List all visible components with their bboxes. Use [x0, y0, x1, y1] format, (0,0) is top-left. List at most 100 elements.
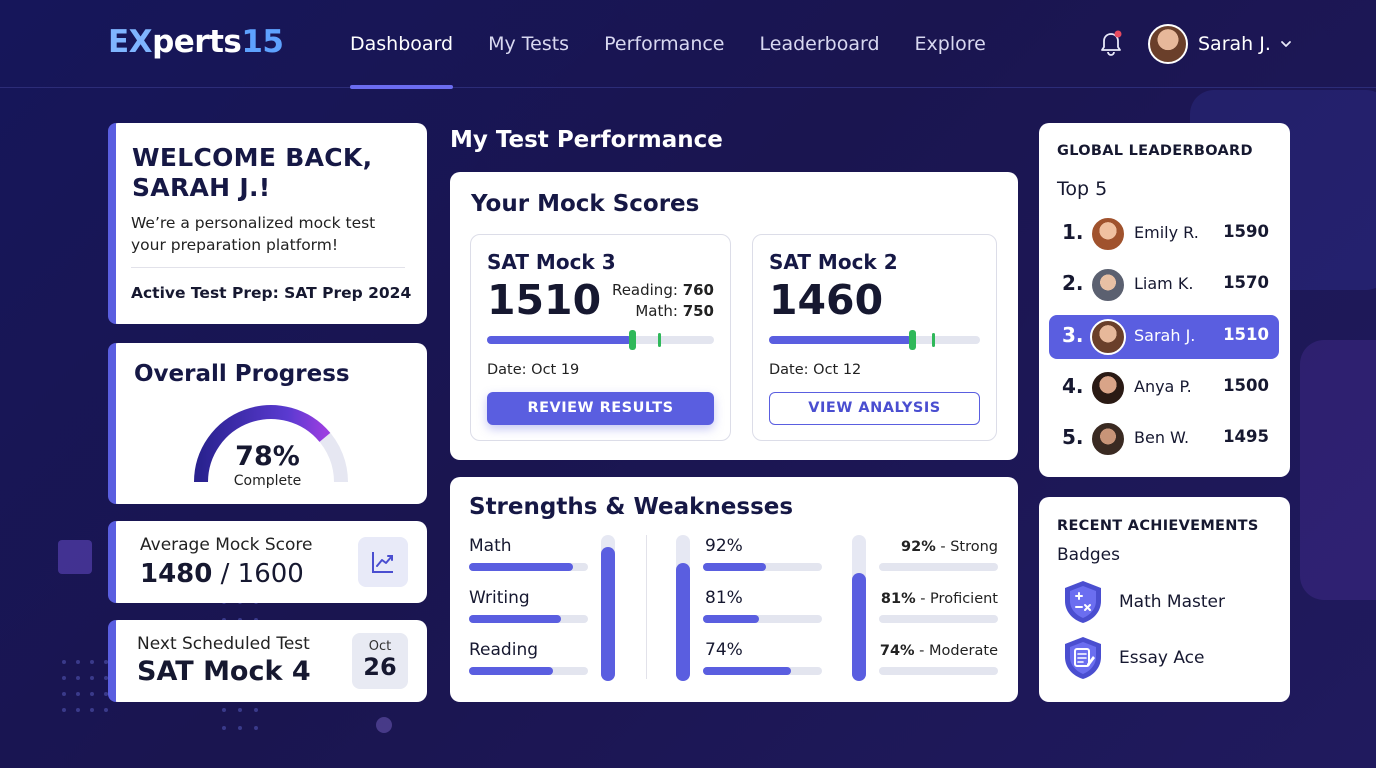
background-dot	[76, 692, 80, 696]
rank: 5.	[1062, 425, 1084, 449]
player-score: 1590	[1223, 222, 1269, 241]
progress-title: Overall Progress	[134, 361, 350, 387]
background-dot	[62, 676, 66, 680]
subject-rating: 81% - Proficient	[880, 591, 998, 607]
leaderboard-row[interactable]: 1. Emily R. 1590	[1049, 212, 1279, 256]
active-test-prep: Active Test Prep: SAT Prep 2024	[131, 284, 412, 302]
mock-date: Date: Oct 12	[769, 362, 862, 378]
background-dot	[376, 717, 392, 733]
rank: 4.	[1062, 374, 1084, 398]
background-dot	[62, 692, 66, 696]
notification-dot	[1114, 30, 1122, 38]
background-dot	[104, 676, 108, 680]
badge-name: Math Master	[1119, 592, 1225, 612]
subject-label: Writing	[469, 588, 530, 608]
player-name: Emily R.	[1134, 223, 1199, 242]
essay-badge-icon	[1065, 637, 1101, 679]
mock-score: 1460	[769, 276, 884, 324]
player-score: 1510	[1223, 325, 1269, 344]
user-profile-menu[interactable]: Sarah J.	[1148, 24, 1293, 64]
average-score-card: Average Mock Score 1480 / 1600	[108, 521, 427, 603]
achievements-subtitle: Badges	[1057, 545, 1120, 565]
section-title: My Test Performance	[450, 127, 723, 153]
next-test-card[interactable]: Next Scheduled Test SAT Mock 4 Oct 26	[108, 620, 427, 702]
player-score: 1495	[1223, 427, 1269, 446]
player-name: Liam K.	[1134, 274, 1194, 293]
player-name: Sarah J.	[1134, 326, 1196, 345]
mock-marker	[629, 330, 636, 350]
background-dot	[90, 692, 94, 696]
rank: 1.	[1062, 220, 1084, 244]
background-shape	[1300, 340, 1376, 600]
player-score: 1500	[1223, 376, 1269, 395]
subject-percent: 92%	[705, 536, 743, 556]
subject-percent: 74%	[705, 640, 743, 660]
nav-leaderboard[interactable]: Leaderboard	[759, 33, 880, 55]
subject-bar	[469, 563, 588, 571]
vertical-level-bar	[601, 535, 615, 681]
target-tick	[658, 333, 661, 347]
leaderboard-row-current-user[interactable]: 3. Sarah J. 1510	[1049, 315, 1279, 359]
background-dot	[104, 660, 108, 664]
background-dot	[222, 708, 226, 712]
leaderboard-subtitle: Top 5	[1057, 178, 1108, 200]
avatar	[1090, 370, 1126, 406]
nav-dashboard[interactable]: Dashboard	[350, 0, 454, 89]
player-name: Anya P.	[1134, 377, 1192, 396]
progress-gauge	[194, 405, 348, 483]
review-results-button[interactable]: REVIEW RESULTS	[487, 392, 714, 425]
mock-progress-bar	[769, 330, 980, 350]
subject-bar	[703, 667, 822, 675]
date-day: 26	[363, 653, 397, 681]
view-chart-button[interactable]	[358, 537, 408, 587]
user-name: Sarah J.	[1198, 33, 1271, 55]
achievements-title: RECENT ACHIEVEMENTS	[1057, 518, 1259, 534]
background-dot	[238, 726, 242, 730]
background-dot	[90, 676, 94, 680]
mock-scores-card: Your Mock Scores SAT Mock 3 1510 Reading…	[450, 172, 1018, 460]
badge-name: Essay Ace	[1119, 648, 1205, 668]
subject-bar	[469, 667, 588, 675]
main-nav: Dashboard My Tests Performance Leaderboa…	[350, 0, 1021, 89]
background-dot	[238, 708, 242, 712]
rank: 2.	[1062, 271, 1084, 295]
subject-bar	[703, 563, 822, 571]
mock-name: SAT Mock 2	[769, 250, 898, 274]
welcome-subtitle: We’re a personalized mock test your prepa…	[131, 214, 376, 254]
mock-score-tile: SAT Mock 3 1510 Reading: 760 Math: 750 D…	[470, 234, 731, 441]
welcome-title: WELCOME BACK, SARAH J.!	[132, 143, 373, 202]
subject-label: Reading	[469, 640, 539, 660]
subject-rating: 74% - Moderate	[879, 643, 998, 659]
rank: 3.	[1062, 323, 1084, 347]
mock-scores-title: Your Mock Scores	[471, 191, 700, 217]
brand-logo[interactable]: EXperts15	[108, 24, 284, 60]
nav-my-tests[interactable]: My Tests	[488, 33, 570, 55]
background-dot	[76, 676, 80, 680]
avatar	[1090, 319, 1126, 355]
subject-bar	[879, 615, 998, 623]
mock-marker	[909, 330, 916, 350]
divider	[646, 535, 647, 679]
subject-percent: 81%	[705, 588, 743, 608]
notification-bell-icon[interactable]	[1098, 30, 1124, 58]
avatar	[1090, 421, 1126, 457]
mock-progress-fill	[487, 336, 633, 344]
gauge-fill	[194, 405, 331, 483]
leaderboard-row[interactable]: 4. Anya P. 1500	[1049, 366, 1279, 410]
leaderboard-row[interactable]: 5. Ben W. 1495	[1049, 417, 1279, 461]
avatar	[1090, 267, 1126, 303]
recent-achievements-card: RECENT ACHIEVEMENTS Badges Math Master E…	[1039, 497, 1290, 702]
background-square	[58, 540, 92, 574]
background-dot	[254, 708, 258, 712]
next-test-name: SAT Mock 4	[137, 656, 311, 687]
top-navigation: EXperts15 Dashboard My Tests Performance…	[0, 0, 1376, 89]
mock-score: 1510	[487, 276, 602, 324]
leaderboard-row[interactable]: 2. Liam K. 1570	[1049, 263, 1279, 307]
nav-explore[interactable]: Explore	[914, 33, 986, 55]
background-dot	[104, 708, 108, 712]
background-dot	[90, 708, 94, 712]
strengths-title: Strengths & Weaknesses	[469, 494, 794, 520]
subject-rating: 92% - Strong	[901, 539, 998, 555]
nav-performance[interactable]: Performance	[604, 33, 725, 55]
view-analysis-button[interactable]: VIEW ANALYSIS	[769, 392, 980, 425]
